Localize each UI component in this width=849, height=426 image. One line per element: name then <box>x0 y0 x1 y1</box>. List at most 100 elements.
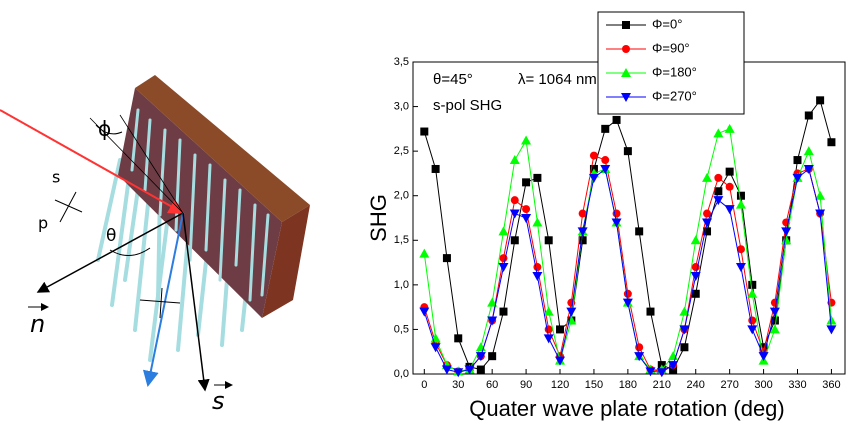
x-tick-label: 0 <box>421 379 427 391</box>
marker <box>792 173 803 183</box>
marker <box>815 190 826 200</box>
marker <box>532 217 543 227</box>
marker <box>498 263 509 273</box>
polarization-cross <box>59 191 77 223</box>
marker <box>533 173 542 182</box>
marker <box>543 306 554 316</box>
marker <box>827 138 836 147</box>
chart: θ=45° λ= 1064 nm s-pol SHG SHG Quater wa… <box>366 11 846 421</box>
marker <box>770 316 779 325</box>
marker <box>588 173 599 183</box>
marker <box>622 21 630 29</box>
marker <box>577 227 588 237</box>
annotation: s-pol SHG <box>433 97 502 114</box>
p-label: p <box>38 214 48 233</box>
series-line <box>423 128 832 372</box>
marker <box>556 325 565 334</box>
marker <box>419 248 430 258</box>
marker <box>680 343 689 352</box>
n-label: n <box>30 310 45 338</box>
marker <box>690 271 701 281</box>
phi-label: ϕ <box>98 117 111 141</box>
marker <box>611 218 622 228</box>
marker <box>420 127 429 136</box>
marker <box>634 352 645 362</box>
marker <box>656 368 667 378</box>
marker <box>725 182 734 191</box>
marker <box>679 325 690 335</box>
marker <box>622 45 630 53</box>
marker <box>690 235 701 245</box>
marker <box>621 93 631 102</box>
marker <box>509 209 520 219</box>
substrate-side <box>262 205 310 318</box>
legend-label: Φ=180° <box>652 64 697 79</box>
substrate-front <box>118 88 282 318</box>
marker <box>430 343 441 353</box>
x-tick-label: 180 <box>619 379 637 391</box>
marker <box>442 254 451 263</box>
x-tick-label: 270 <box>720 379 738 391</box>
marker <box>464 365 475 375</box>
marker <box>600 164 611 174</box>
y-tick-label: 2,0 <box>394 190 409 202</box>
marker <box>635 227 644 236</box>
marker <box>668 361 679 371</box>
marker <box>476 365 485 374</box>
polarization-cross <box>159 287 163 319</box>
marker <box>759 343 768 352</box>
marker <box>781 227 792 237</box>
marker <box>589 151 598 160</box>
y-tick-label: 3,5 <box>394 56 409 68</box>
marker <box>487 297 498 307</box>
marker <box>454 334 463 343</box>
marker <box>758 352 769 362</box>
marker <box>566 307 577 317</box>
marker <box>735 199 746 209</box>
guide-line <box>119 114 184 214</box>
marker <box>714 187 723 196</box>
x-tick-label: 60 <box>486 379 498 391</box>
polarization-cross <box>139 299 181 304</box>
legend-label: Φ=270° <box>652 88 697 103</box>
marker <box>702 172 713 182</box>
marker <box>816 96 825 105</box>
marker <box>713 196 724 206</box>
marker <box>815 209 826 219</box>
x-tick-label: 120 <box>551 379 569 391</box>
s-label: s <box>52 168 60 187</box>
nanorods-front <box>130 108 270 302</box>
marker <box>510 236 519 245</box>
substrate-top <box>135 75 310 222</box>
x-tick-label: 240 <box>687 379 705 391</box>
marker <box>725 167 734 176</box>
marker <box>487 316 498 326</box>
marker <box>826 325 837 335</box>
polarization-cross <box>54 199 83 213</box>
marker <box>622 298 633 308</box>
marker <box>509 155 520 165</box>
guide-line <box>89 117 184 214</box>
marker <box>803 164 814 174</box>
marker <box>748 280 757 289</box>
x-axis-label: Quater wave plate rotation (deg) <box>469 396 785 421</box>
legend-label: Φ=90° <box>652 40 690 55</box>
marker <box>555 356 566 366</box>
marker <box>724 205 735 215</box>
marker <box>510 196 519 205</box>
marker <box>713 128 724 138</box>
theta-label: θ <box>106 226 116 246</box>
marker <box>431 164 440 173</box>
marker <box>826 315 837 325</box>
legend-label: Φ=0° <box>652 16 682 31</box>
y-tick-label: 0,0 <box>394 368 409 380</box>
marker <box>475 352 486 362</box>
marker <box>544 236 553 245</box>
y-tick-label: 3,0 <box>394 100 409 112</box>
y-tick-label: 2,5 <box>394 145 409 157</box>
marker <box>612 115 621 124</box>
x-tick-label: 150 <box>585 379 603 391</box>
marker <box>747 288 758 298</box>
marker <box>543 334 554 344</box>
